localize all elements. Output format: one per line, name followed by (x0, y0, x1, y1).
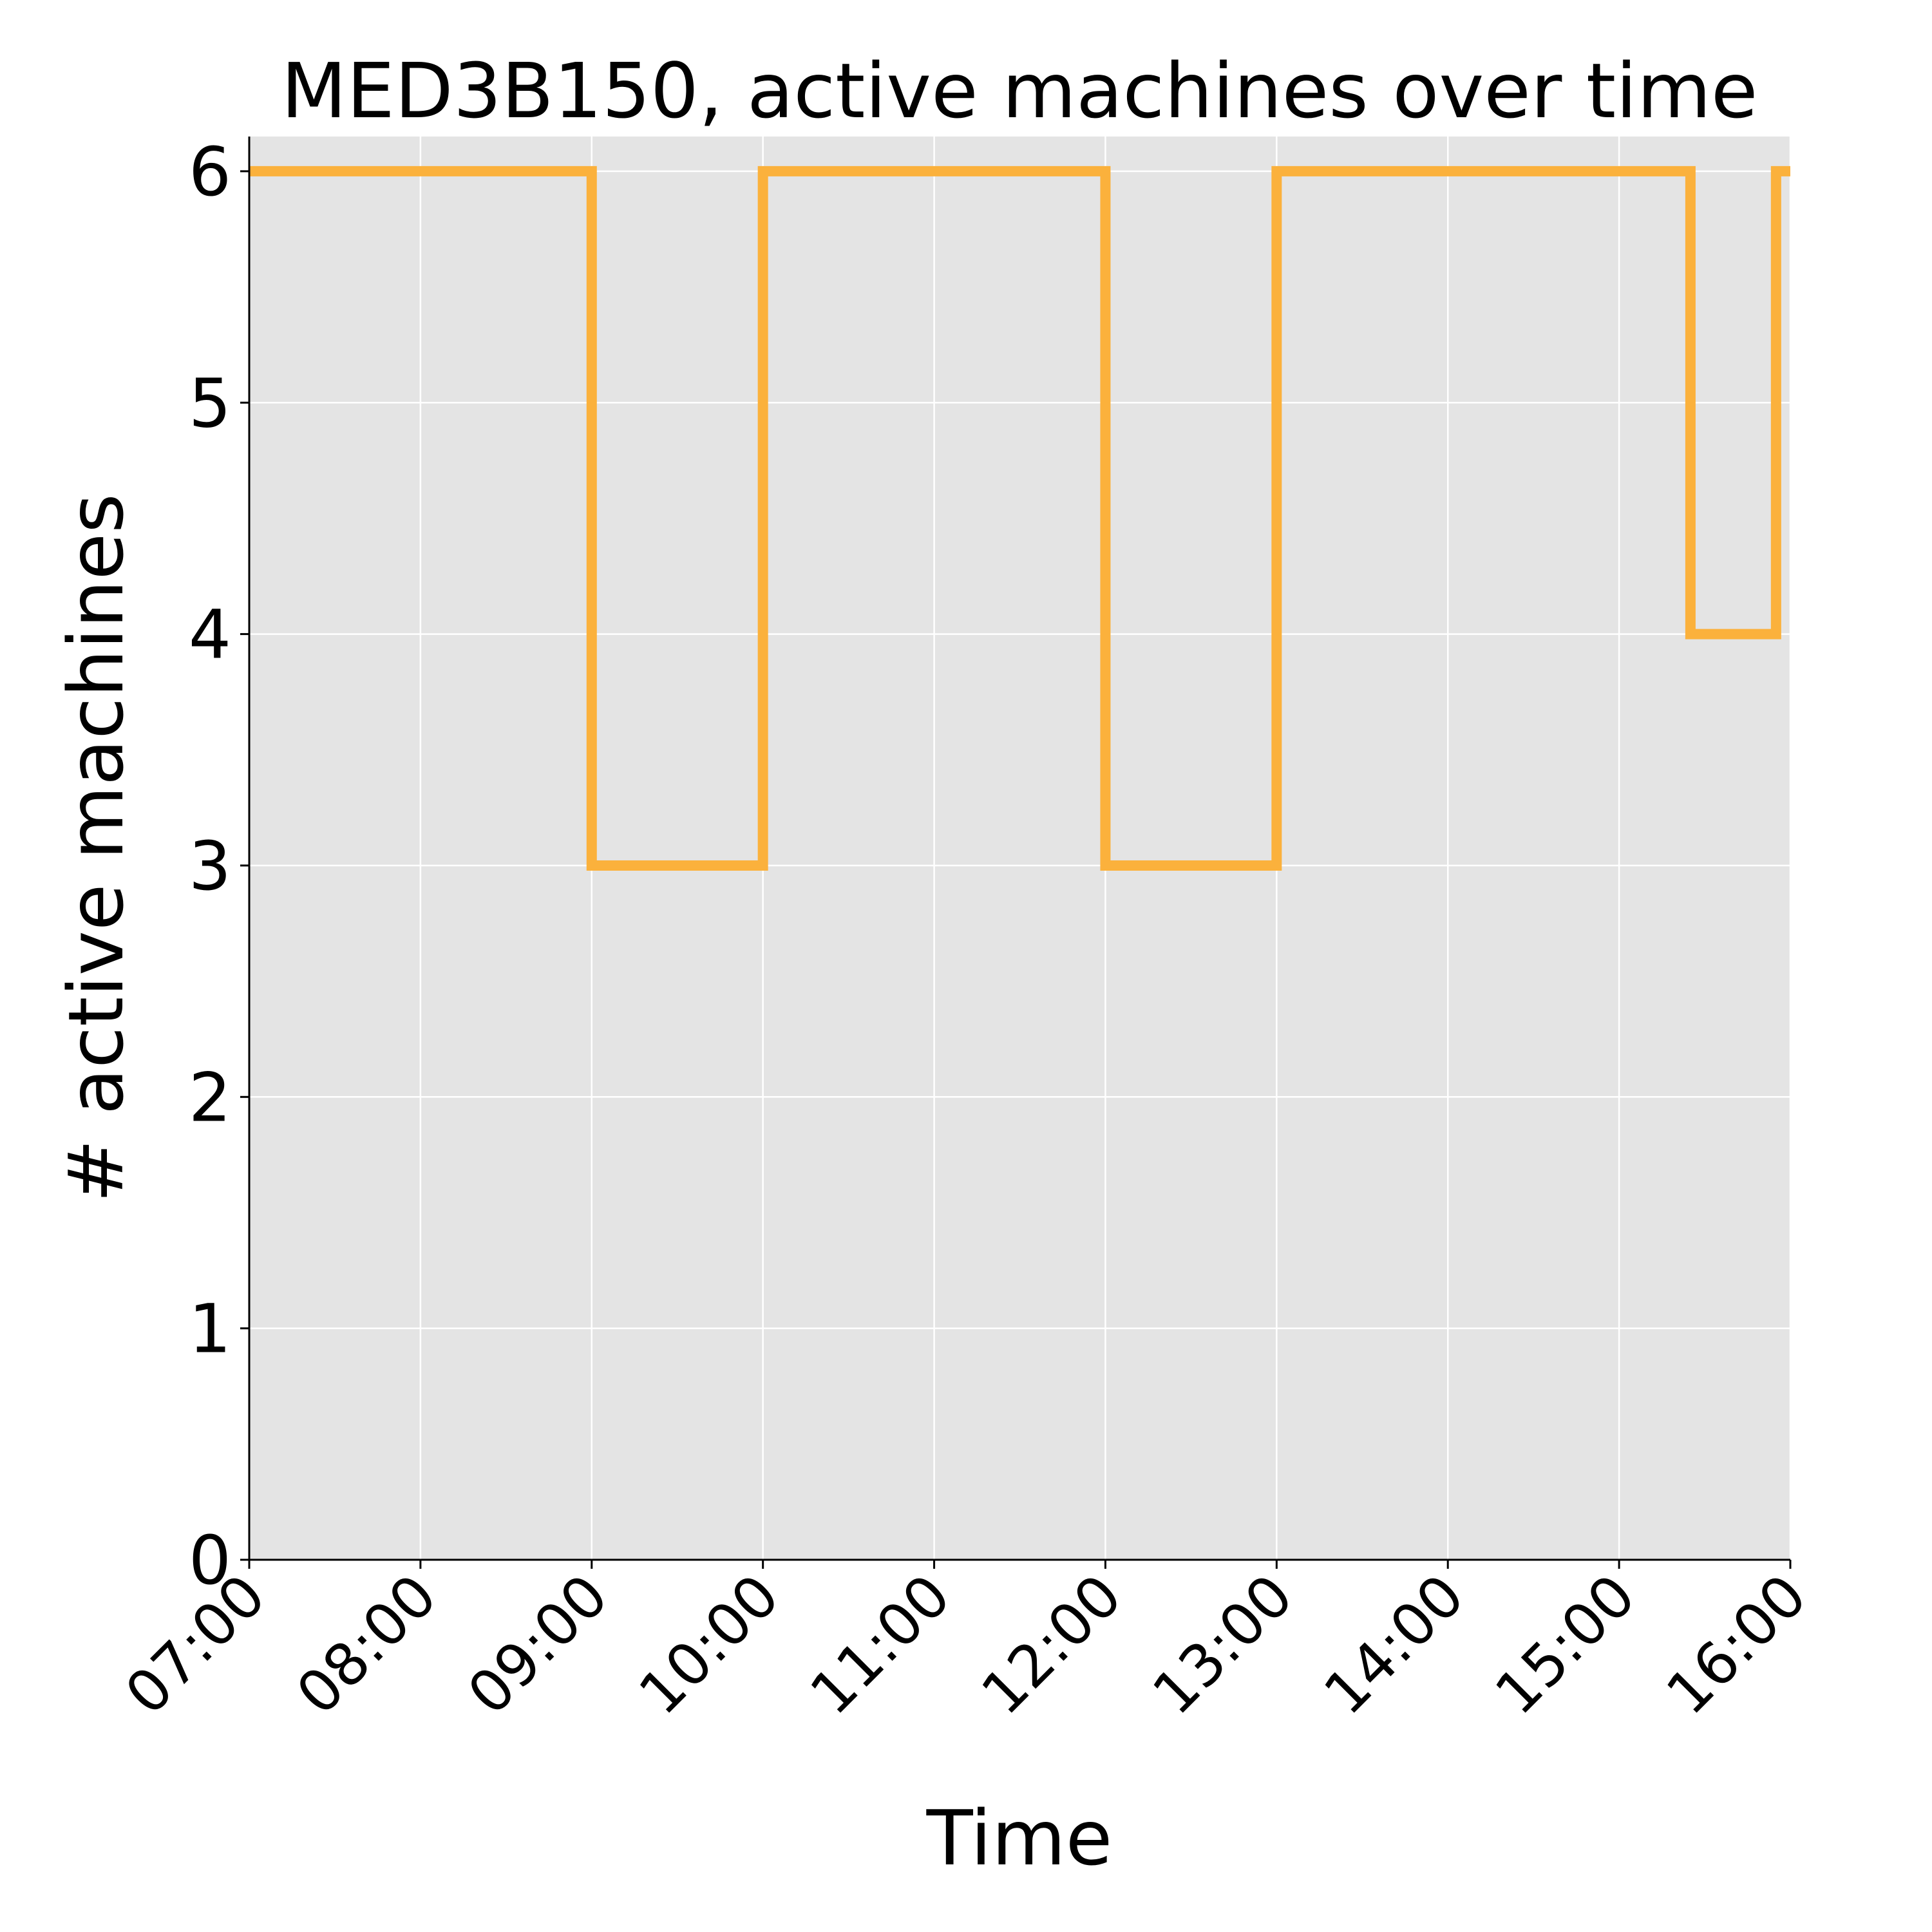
y-tick-label: 3 (189, 827, 231, 905)
x-tick-label: 13:00 (1140, 1562, 1306, 1728)
series-layer (249, 166, 1790, 871)
x-tick-label: 11:00 (797, 1562, 963, 1728)
plot-background (249, 137, 1790, 1560)
x-tick-label: 12:00 (969, 1562, 1135, 1728)
y-tick-label: 5 (189, 364, 231, 442)
x-tick-label: 09:00 (455, 1562, 621, 1728)
y-axis-label: # active machines (52, 493, 140, 1202)
y-tick-label: 0 (189, 1521, 231, 1600)
y-tick-label: 4 (189, 596, 231, 674)
y-tick-label: 6 (189, 133, 231, 211)
x-tick-label: 10:00 (627, 1562, 793, 1728)
series-line (249, 166, 1790, 871)
x-tick-label: 08:00 (284, 1562, 450, 1728)
x-tick-label: 16:00 (1654, 1562, 1820, 1728)
x-tick-label: 15:00 (1482, 1562, 1649, 1728)
y-tick-label: 2 (189, 1058, 231, 1137)
x-axis-label: Time (926, 1794, 1113, 1882)
x-tick-label: 14:00 (1311, 1562, 1477, 1728)
y-tick-label: 1 (189, 1290, 231, 1368)
chart-title: MED3B150, active machines over time (281, 46, 1758, 135)
